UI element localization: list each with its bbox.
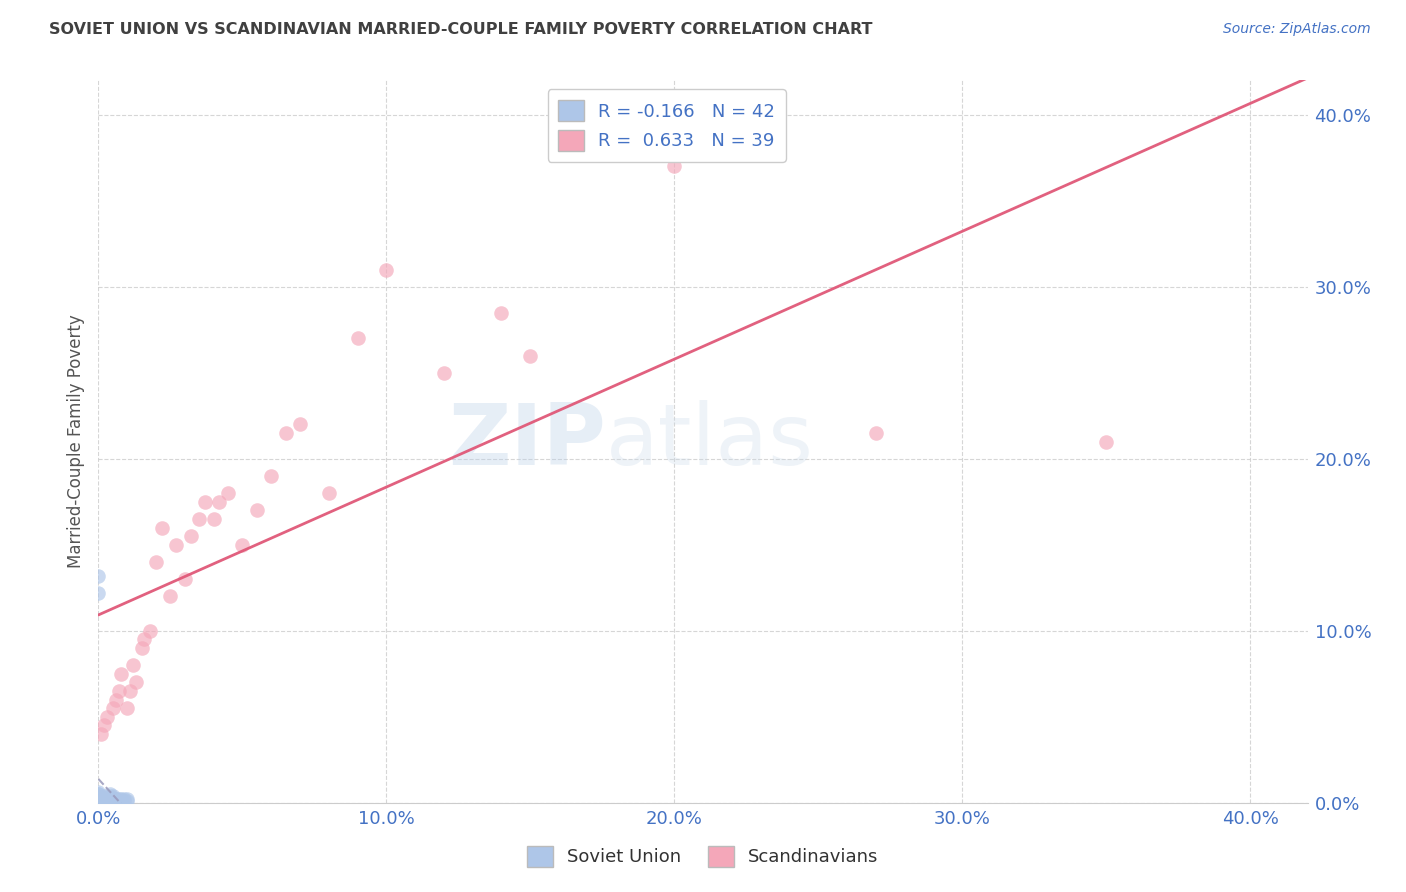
Point (93, 794, 115, 808)
Point (87, 790, 110, 805)
Point (125, 675, 148, 690)
Point (1095, 434, 1118, 449)
Point (87, 792, 110, 806)
Point (134, 632, 156, 647)
Point (112, 792, 135, 806)
Point (433, 366, 456, 380)
Point (288, 417, 311, 432)
Point (173, 572, 195, 586)
Text: atlas: atlas (606, 400, 814, 483)
Point (150, 520, 173, 534)
Point (519, 349, 541, 363)
Point (274, 425, 297, 440)
Point (90, 727, 112, 741)
Point (120, 684, 142, 698)
Point (101, 789, 124, 803)
Point (98, 790, 121, 805)
Point (112, 794, 135, 808)
Point (122, 658, 145, 673)
Point (318, 486, 340, 500)
Point (139, 624, 162, 638)
Point (93, 792, 115, 806)
Point (165, 538, 187, 552)
Point (180, 529, 202, 543)
Point (98, 787, 121, 801)
Point (107, 792, 129, 806)
Point (98, 792, 121, 806)
Point (115, 792, 138, 806)
Point (865, 425, 887, 440)
Point (98, 789, 121, 803)
Point (110, 666, 132, 681)
Point (231, 538, 253, 552)
Point (107, 684, 129, 698)
Point (96, 710, 118, 724)
Point (87, 796, 110, 810)
Point (93, 790, 115, 805)
Point (346, 331, 368, 345)
Y-axis label: Married-Couple Family Poverty: Married-Couple Family Poverty (66, 315, 84, 568)
Point (87, 787, 110, 801)
Point (93, 796, 115, 810)
Point (110, 792, 132, 806)
Point (101, 794, 124, 808)
Point (115, 701, 138, 715)
Point (104, 794, 127, 808)
Point (87, 794, 110, 808)
Point (87, 794, 110, 808)
Point (159, 590, 181, 604)
Point (104, 692, 127, 706)
Point (87, 792, 110, 806)
Legend: Soviet Union, Scandinavians: Soviet Union, Scandinavians (520, 838, 886, 874)
Point (115, 794, 138, 808)
Text: SOVIET UNION VS SCANDINAVIAN MARRIED-COUPLE FAMILY POVERTY CORRELATION CHART: SOVIET UNION VS SCANDINAVIAN MARRIED-COU… (49, 22, 873, 37)
Point (101, 701, 124, 715)
Point (93, 718, 115, 732)
Point (217, 486, 239, 500)
Point (491, 305, 513, 319)
Point (202, 512, 225, 526)
Point (87, 790, 110, 805)
Point (101, 792, 124, 806)
Point (87, 796, 110, 810)
Point (87, 787, 110, 801)
Point (101, 790, 124, 805)
Text: Source: ZipAtlas.com: Source: ZipAtlas.com (1223, 22, 1371, 37)
Point (104, 792, 127, 806)
Point (87, 785, 110, 799)
Point (98, 796, 121, 810)
Point (87, 796, 110, 810)
Point (87, 568, 110, 582)
Point (87, 586, 110, 600)
Point (194, 494, 217, 508)
Point (246, 503, 269, 517)
Point (131, 640, 153, 655)
Point (375, 262, 398, 277)
Legend: R = -0.166   N = 42, R =  0.633   N = 39: R = -0.166 N = 42, R = 0.633 N = 39 (547, 89, 786, 161)
Text: ZIP: ZIP (449, 400, 606, 483)
Point (260, 469, 283, 483)
Point (107, 794, 129, 808)
Point (87, 796, 110, 810)
Point (110, 794, 132, 808)
Point (93, 789, 115, 803)
Point (98, 794, 121, 808)
Point (208, 494, 231, 508)
Point (87, 796, 110, 810)
Point (188, 512, 211, 526)
Point (145, 555, 167, 569)
Point (87, 789, 110, 803)
Point (664, 159, 686, 173)
